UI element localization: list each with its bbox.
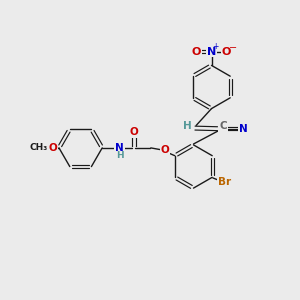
Text: O: O (192, 46, 201, 57)
Text: N: N (207, 46, 216, 57)
Text: H: H (116, 151, 124, 160)
Text: O: O (222, 46, 231, 57)
Text: −: − (229, 43, 237, 53)
Text: O: O (48, 143, 57, 153)
Text: N: N (115, 143, 124, 153)
Text: O: O (130, 127, 138, 137)
Text: C: C (219, 121, 227, 131)
Text: Br: Br (218, 177, 231, 187)
Text: H: H (183, 121, 192, 131)
Text: +: + (212, 42, 218, 51)
Text: N: N (239, 124, 248, 134)
Text: CH₃: CH₃ (30, 143, 48, 152)
Text: O: O (161, 145, 170, 155)
